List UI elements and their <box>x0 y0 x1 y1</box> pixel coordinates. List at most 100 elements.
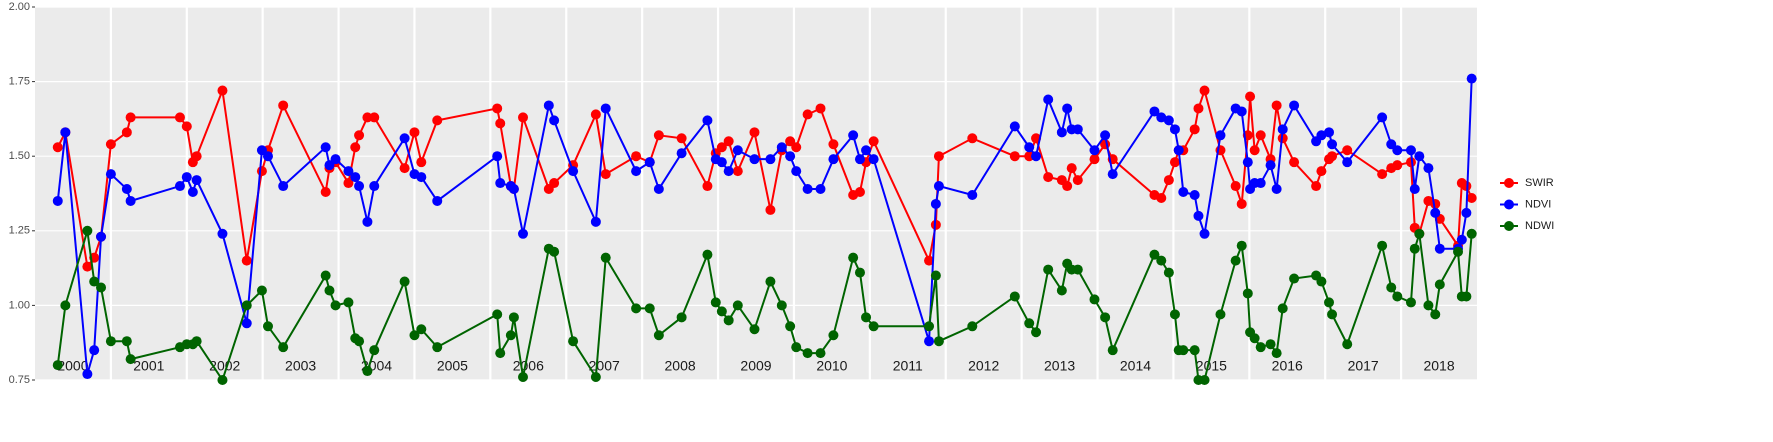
data-point <box>1089 294 1100 305</box>
data-point <box>1255 178 1266 189</box>
data-point <box>432 342 443 353</box>
data-point <box>241 255 252 266</box>
data-point <box>217 85 228 96</box>
data-point <box>868 136 879 147</box>
data-point <box>1107 345 1118 356</box>
legend-label: SWIR <box>1525 177 1554 189</box>
data-point <box>1193 210 1204 221</box>
data-point <box>416 172 427 183</box>
x-tick-label: 2008 <box>665 358 696 374</box>
data-point <box>1024 151 1035 162</box>
data-point <box>1430 309 1441 320</box>
data-point <box>432 115 443 126</box>
data-point <box>1316 130 1327 141</box>
data-point <box>1236 106 1247 117</box>
data-point <box>492 103 503 114</box>
data-point <box>590 372 601 383</box>
data-point <box>1066 163 1077 174</box>
data-point <box>631 151 642 162</box>
data-point <box>1242 157 1253 168</box>
data-point <box>1230 181 1241 192</box>
data-point <box>492 151 503 162</box>
x-tick-label: 2000 <box>57 358 88 374</box>
data-point <box>278 181 289 192</box>
data-point <box>1072 175 1083 186</box>
data-point <box>1277 124 1288 135</box>
data-point <box>676 148 687 159</box>
data-point <box>1062 103 1073 114</box>
data-point <box>1100 312 1111 323</box>
x-tick-label: 2002 <box>209 358 240 374</box>
data-point <box>1031 151 1042 162</box>
data-point <box>1173 145 1184 156</box>
x-tick-label: 2012 <box>968 358 999 374</box>
data-point <box>600 169 611 180</box>
data-point <box>96 282 107 293</box>
data-point <box>1215 309 1226 320</box>
data-point <box>1089 154 1100 165</box>
data-point <box>1434 279 1445 290</box>
data-point <box>518 112 529 123</box>
legend-key <box>1504 178 1514 188</box>
data-point <box>732 166 743 177</box>
data-point <box>1456 234 1467 245</box>
data-point <box>320 142 331 153</box>
data-point <box>1466 228 1477 239</box>
data-point <box>702 181 713 192</box>
data-point <box>121 127 132 138</box>
data-point <box>1255 130 1266 141</box>
data-point <box>861 312 872 323</box>
data-point <box>1324 127 1335 138</box>
data-point <box>1466 192 1477 203</box>
data-point <box>1062 181 1073 192</box>
data-point <box>933 151 944 162</box>
data-point <box>765 154 776 165</box>
data-point <box>600 252 611 263</box>
data-point <box>924 336 935 347</box>
data-point <box>1423 300 1434 311</box>
data-point <box>343 178 354 189</box>
data-point <box>590 216 601 227</box>
data-point <box>1089 145 1100 156</box>
data-point <box>791 142 802 153</box>
data-point <box>52 142 63 153</box>
data-point <box>933 181 944 192</box>
data-point <box>702 115 713 126</box>
data-point <box>749 154 760 165</box>
data-point <box>121 184 132 195</box>
data-point <box>1311 181 1322 192</box>
data-point <box>924 255 935 266</box>
data-point <box>1072 264 1083 275</box>
data-point <box>181 121 192 132</box>
data-point <box>1169 124 1180 135</box>
data-point <box>1245 91 1256 102</box>
x-tick-label: 2011 <box>893 358 923 374</box>
data-point <box>1163 175 1174 186</box>
data-point <box>217 228 228 239</box>
data-point <box>369 181 380 192</box>
data-point <box>653 130 664 141</box>
data-point <box>1169 309 1180 320</box>
legend-label: NDWI <box>1525 220 1554 232</box>
data-point <box>1024 142 1035 153</box>
data-point <box>930 270 941 281</box>
data-point <box>125 354 136 365</box>
data-point <box>1255 342 1266 353</box>
data-point <box>815 348 826 359</box>
data-point <box>1215 130 1226 141</box>
data-point <box>1405 145 1416 156</box>
data-point <box>930 219 941 230</box>
data-point <box>262 321 273 332</box>
data-point <box>1156 192 1167 203</box>
data-point <box>1316 166 1327 177</box>
data-point <box>362 112 373 123</box>
data-point <box>518 228 529 239</box>
data-point <box>644 303 655 314</box>
data-point <box>1009 291 1020 302</box>
data-point <box>181 172 192 183</box>
data-point <box>1277 303 1288 314</box>
data-point <box>1009 151 1020 162</box>
data-point <box>362 366 373 377</box>
data-point <box>749 324 760 335</box>
